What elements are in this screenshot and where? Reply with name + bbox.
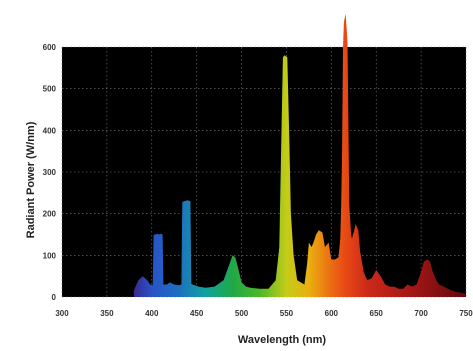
x-axis-ticks: 300 350 400 450 500 550 600 650 700 750 xyxy=(55,309,473,318)
y-axis-ticks: 0 100 200 300 400 500 600 xyxy=(43,43,57,302)
x-tick-label: 500 xyxy=(235,309,249,318)
y-tick-label: 600 xyxy=(43,43,57,52)
x-tick-label: 300 xyxy=(55,309,69,318)
y-tick-label: 300 xyxy=(43,168,57,177)
x-tick-label: 550 xyxy=(280,309,294,318)
y-tick-label: 500 xyxy=(43,85,57,94)
y-tick-label: 100 xyxy=(43,251,57,260)
x-tick-label: 400 xyxy=(145,309,159,318)
x-tick-label: 750 xyxy=(459,309,473,318)
x-axis-label: Wavelength (nm) xyxy=(238,334,327,346)
y-axis-label: Radiant Power (W/nm) xyxy=(25,121,37,238)
x-tick-label: 350 xyxy=(100,309,114,318)
x-tick-label: 700 xyxy=(414,309,428,318)
y-tick-label: 400 xyxy=(43,126,57,135)
x-tick-label: 650 xyxy=(370,309,384,318)
y-tick-label: 200 xyxy=(43,210,57,219)
x-tick-label: 600 xyxy=(325,309,339,318)
y-tick-label: 0 xyxy=(52,293,57,302)
x-tick-label: 450 xyxy=(190,309,204,318)
